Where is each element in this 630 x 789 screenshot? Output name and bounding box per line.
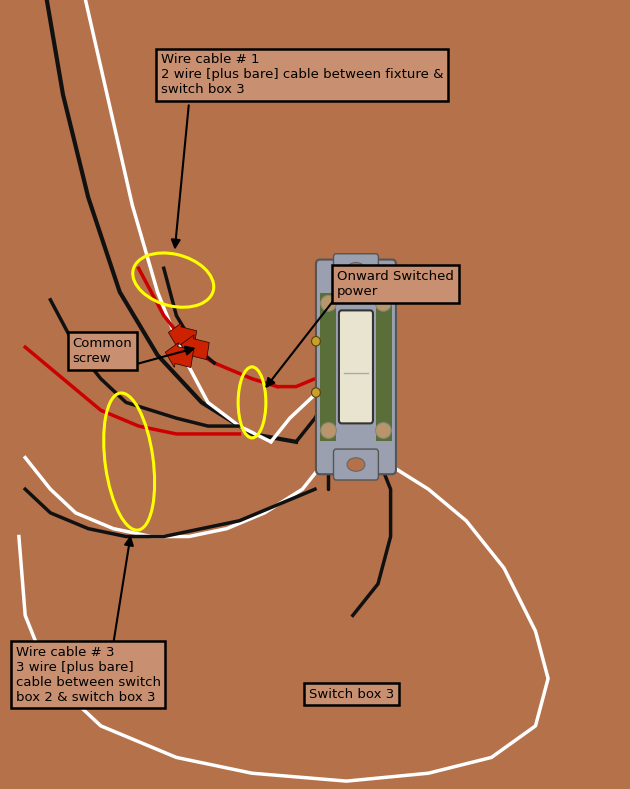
Ellipse shape	[375, 295, 391, 311]
Ellipse shape	[311, 337, 321, 346]
FancyArrow shape	[168, 323, 197, 348]
Ellipse shape	[347, 458, 365, 471]
FancyBboxPatch shape	[339, 310, 373, 424]
Ellipse shape	[321, 295, 336, 311]
FancyBboxPatch shape	[333, 254, 379, 285]
Ellipse shape	[347, 263, 365, 276]
Ellipse shape	[311, 388, 321, 397]
Bar	[319, 293, 336, 441]
Text: Onward Switched
power: Onward Switched power	[337, 270, 454, 298]
Ellipse shape	[321, 423, 336, 439]
Bar	[376, 293, 392, 441]
Text: Wire cable # 1
2 wire [plus bare] cable between fixture &
switch box 3: Wire cable # 1 2 wire [plus bare] cable …	[161, 54, 443, 96]
Text: Wire cable # 3
3 wire [plus bare]
cable between switch
box 2 & switch box 3: Wire cable # 3 3 wire [plus bare] cable …	[16, 645, 161, 704]
Text: Common
screw: Common screw	[72, 337, 132, 365]
Ellipse shape	[375, 423, 391, 439]
Text: Switch box 3: Switch box 3	[309, 688, 394, 701]
FancyBboxPatch shape	[316, 260, 396, 474]
FancyArrow shape	[165, 342, 193, 368]
FancyBboxPatch shape	[333, 449, 379, 480]
FancyArrow shape	[181, 335, 209, 360]
